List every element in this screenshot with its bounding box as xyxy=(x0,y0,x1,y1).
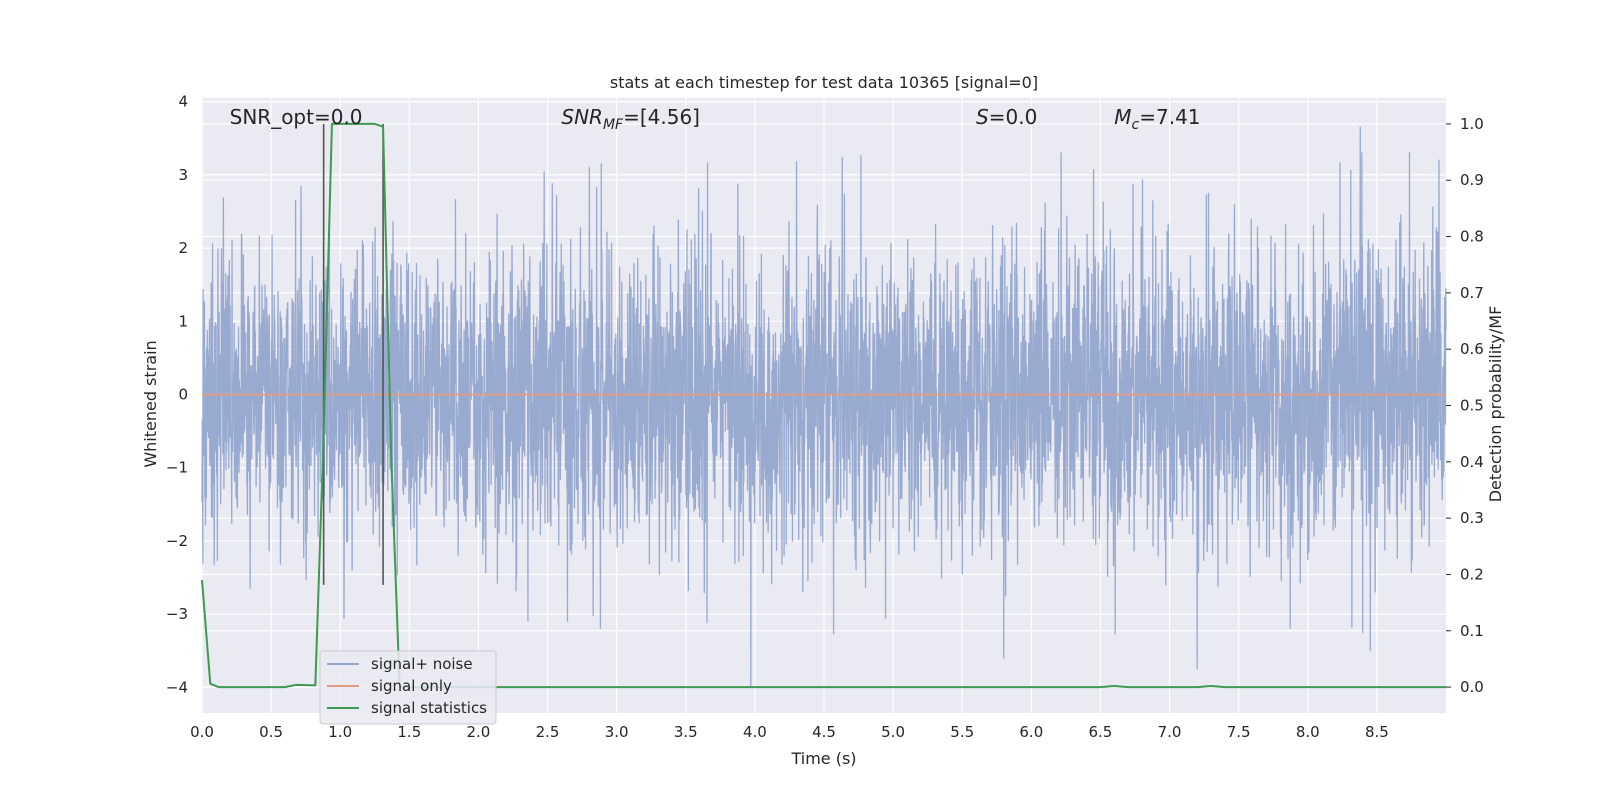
y-tick-label: −1 xyxy=(166,459,188,477)
x-tick-label: 5.5 xyxy=(950,723,974,741)
annotations: SNR_opt=0.0 SNRMF=[4.56] S=0.0 Mc=7.41 xyxy=(230,105,1201,133)
y-ticks: 4 3 2 1 0 −1 −2 −3 −4 xyxy=(166,93,188,697)
y2-tick-label: 0.2 xyxy=(1460,565,1484,583)
x-tick-label: 0.5 xyxy=(259,723,283,741)
y-tick-label: −3 xyxy=(166,605,188,623)
x-tick-label: 6.0 xyxy=(1019,723,1043,741)
y2-tick-label: 0.7 xyxy=(1460,284,1484,302)
y-tick-label: 4 xyxy=(178,93,188,111)
legend-label-signal-only: signal only xyxy=(371,677,452,695)
x-tick-label: 3.5 xyxy=(674,723,698,741)
chart-title: stats at each timestep for test data 103… xyxy=(610,73,1038,92)
y-tick-label: 3 xyxy=(178,166,188,184)
x-ticks: 0.0 0.5 1.0 1.5 2.0 2.5 3.0 3.5 4.0 4.5 5.0 5.5 6.0 6… xyxy=(190,723,1389,741)
y-tick-label: 0 xyxy=(178,386,188,404)
series-signal-statistics xyxy=(201,122,1446,689)
vertical-markers xyxy=(322,123,384,585)
x-tick-label: 8.5 xyxy=(1365,723,1389,741)
noise-line xyxy=(201,126,1447,689)
x-tick-label: 4.5 xyxy=(812,723,836,741)
y2-tick-label: 0.4 xyxy=(1460,453,1484,471)
y2-tick-label: 0.5 xyxy=(1460,397,1484,415)
y2-tick-label: 0.3 xyxy=(1460,509,1484,527)
y2-tick-label: 1.0 xyxy=(1460,115,1484,133)
y-tick-label: 2 xyxy=(178,239,188,257)
annotation-0: SNR_opt=0.0 xyxy=(230,105,363,129)
y2-tick-label: 0.6 xyxy=(1460,340,1484,358)
y2-axis-label: Detection probability/MF xyxy=(1486,306,1505,503)
x-tick-label: 4.0 xyxy=(743,723,767,741)
annotation-2: S=0.0 xyxy=(976,105,1037,129)
x-tick-label: 2.5 xyxy=(536,723,560,741)
y2-tick-label: 0.1 xyxy=(1460,622,1484,640)
y-tick-label: −4 xyxy=(166,678,188,696)
x-axis-label: Time (s) xyxy=(790,749,856,768)
x-tick-label: 6.5 xyxy=(1089,723,1113,741)
y-tick-label: −2 xyxy=(166,532,188,550)
legend: signal+ noise signal only signal statist… xyxy=(319,650,497,725)
legend-label-signal-statistics: signal statistics xyxy=(371,699,487,717)
signal-statistics-line xyxy=(201,122,1446,689)
y2-ticks: 1.0 0.9 0.8 0.7 0.6 0.5 0.4 0.3 0.2 0.1 0.0 xyxy=(1446,115,1484,696)
y2-tick-label: 0.0 xyxy=(1460,678,1484,696)
x-tick-label: 5.0 xyxy=(881,723,905,741)
y-tick-label: 1 xyxy=(178,312,188,330)
x-tick-label: 7.0 xyxy=(1158,723,1182,741)
legend-label-signal-noise: signal+ noise xyxy=(371,655,473,673)
annotation-1: SNRMF=[4.56] xyxy=(561,105,700,133)
x-tick-label: 8.0 xyxy=(1296,723,1320,741)
y2-tick-label: 0.9 xyxy=(1460,171,1484,189)
annotation-3: Mc=7.41 xyxy=(1114,105,1200,133)
series-signal-noise xyxy=(201,126,1447,689)
y-axis-label: Whitened strain xyxy=(141,340,160,467)
x-tick-label: 0.0 xyxy=(190,723,214,741)
x-tick-label: 2.0 xyxy=(467,723,491,741)
x-tick-label: 1.0 xyxy=(328,723,352,741)
x-tick-label: 7.5 xyxy=(1227,723,1251,741)
y2-tick-label: 0.8 xyxy=(1460,228,1484,246)
legend-box xyxy=(319,650,497,725)
x-tick-label: 1.5 xyxy=(397,723,421,741)
x-tick-label: 3.0 xyxy=(605,723,629,741)
